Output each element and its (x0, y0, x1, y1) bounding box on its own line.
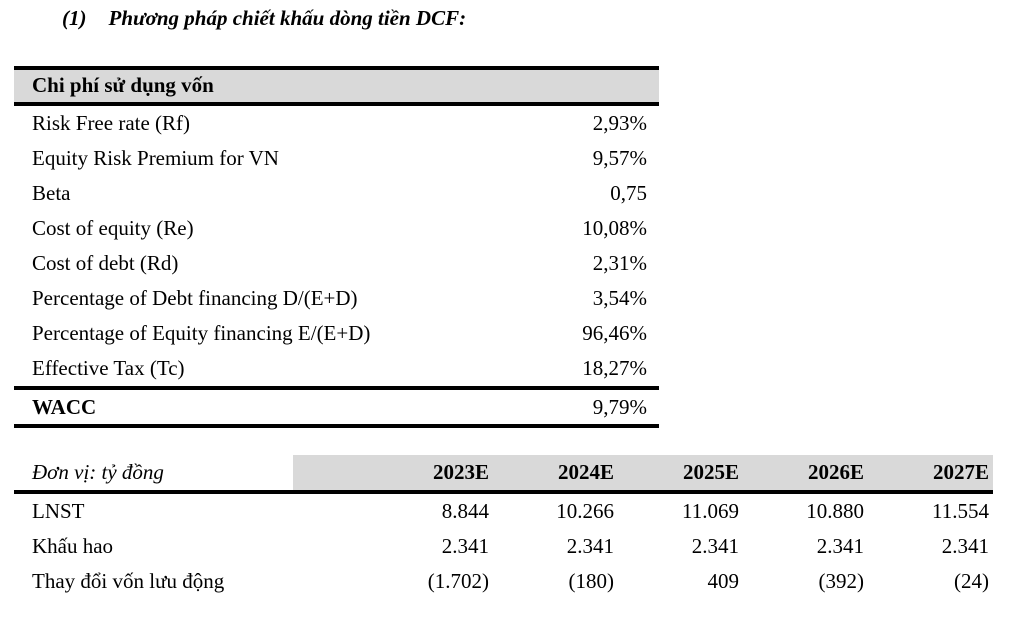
capital-table-row: Cost of equity (Re) 10,08% (14, 211, 659, 246)
row-value: 8.844 (441, 499, 489, 523)
row-label: Percentage of Equity financing E/(E+D) (32, 321, 371, 345)
capital-table-row: Equity Risk Premium for VN 9,57% (14, 141, 659, 176)
row-value: 10,08% (582, 216, 647, 240)
row-value: 409 (707, 569, 740, 593)
row-value: 2.341 (566, 534, 614, 558)
year-column-header: 2026E (743, 455, 868, 494)
wacc-value: 9,79% (454, 386, 659, 428)
row-value: 2,31% (592, 251, 647, 275)
section-number: (1) (62, 6, 87, 30)
row-label: Effective Tax (Tc) (32, 356, 185, 380)
row-value: 2,93% (592, 111, 647, 135)
year-column-header: 2027E (868, 455, 993, 494)
capital-table-row: Effective Tax (Tc) 18,27% (14, 351, 659, 388)
section-title-text: Phương pháp chiết khấu dòng tiền DCF: (108, 6, 467, 30)
row-value: 11.069 (682, 499, 739, 523)
cashflow-forecast-table: Đơn vị: tỷ đồng 2023E 2024E 2025E 2026E 2027… (14, 455, 993, 599)
capital-table-row: Percentage of Debt financing D/(E+D) 3,54… (14, 281, 659, 316)
capital-table-row: Cost of debt (Rd) 2,31% (14, 246, 659, 281)
capital-table-row: Percentage of Equity financing E/(E+D) 96… (14, 316, 659, 351)
row-value: 9,57% (592, 146, 647, 170)
wacc-label: WACC (14, 386, 454, 428)
row-value: 2.341 (941, 534, 989, 558)
row-value: 10.880 (806, 499, 864, 523)
capital-table-row: Beta 0,75 (14, 176, 659, 211)
forecast-table-row: LNST 8.844 10.266 11.069 10.880 11.554 (14, 492, 993, 529)
row-value: 18,27% (582, 356, 647, 380)
row-label: Risk Free rate (Rf) (32, 111, 191, 135)
row-value: 10.266 (556, 499, 614, 523)
unit-label: Đơn vị: tỷ đồng (14, 455, 293, 494)
row-value: (1.702) (427, 569, 489, 593)
row-value: 11.554 (932, 499, 989, 523)
row-value: 0,75 (610, 181, 647, 205)
row-label: Beta (32, 181, 71, 205)
row-value: 3,54% (592, 286, 647, 310)
forecast-table-row: Thay đổi vốn lưu động (1.702) (180) 409 (392… (14, 564, 993, 599)
row-label: Thay đổi vốn lưu động (32, 569, 225, 593)
row-label: LNST (32, 499, 85, 523)
section-title: (1) Phương pháp chiết khấu dòng tiền DCF… (62, 6, 466, 31)
capital-table-title: Chi phí sử dụng vốn (14, 66, 659, 106)
forecast-table-row: Khấu hao 2.341 2.341 2.341 2.341 2.341 (14, 529, 993, 564)
row-label: Cost of equity (Re) (32, 216, 194, 240)
row-label: Percentage of Debt financing D/(E+D) (32, 286, 358, 310)
row-label: Cost of debt (Rd) (32, 251, 179, 275)
year-column-header: 2023E (368, 455, 493, 494)
row-value: 2.341 (691, 534, 739, 558)
forecast-table-header-row: Đơn vị: tỷ đồng 2023E 2024E 2025E 2026E 2027… (14, 455, 993, 494)
row-label: Equity Risk Premium for VN (32, 146, 279, 170)
year-column-header: 2024E (493, 455, 618, 494)
header-spacer-cell (293, 455, 368, 494)
row-value: (180) (568, 569, 615, 593)
row-label: Khấu hao (32, 534, 114, 558)
capital-table-header-row: Chi phí sử dụng vốn (14, 66, 659, 106)
wacc-total-row: WACC 9,79% (14, 386, 659, 428)
row-value: 2.341 (441, 534, 489, 558)
row-value: 96,46% (582, 321, 647, 345)
row-value: (392) (818, 569, 865, 593)
year-column-header: 2025E (618, 455, 743, 494)
cost-of-capital-table: Chi phí sử dụng vốn Risk Free rate (Rf) 2… (14, 66, 659, 428)
row-value: (24) (954, 569, 989, 593)
row-value: 2.341 (816, 534, 864, 558)
capital-table-row: Risk Free rate (Rf) 2,93% (14, 104, 659, 141)
